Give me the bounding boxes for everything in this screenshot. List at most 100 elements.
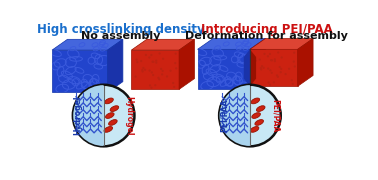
Circle shape: [269, 69, 271, 71]
Circle shape: [144, 69, 146, 71]
Circle shape: [263, 53, 266, 55]
Ellipse shape: [255, 120, 263, 125]
Circle shape: [155, 62, 158, 64]
Circle shape: [151, 60, 154, 63]
Circle shape: [141, 69, 143, 71]
Circle shape: [253, 73, 255, 75]
Circle shape: [169, 69, 172, 72]
Circle shape: [141, 70, 144, 73]
Circle shape: [162, 58, 164, 60]
Circle shape: [150, 87, 153, 89]
Circle shape: [175, 67, 177, 69]
Ellipse shape: [108, 120, 117, 125]
Circle shape: [158, 52, 161, 55]
Polygon shape: [298, 39, 313, 86]
Circle shape: [190, 74, 192, 76]
Polygon shape: [198, 39, 265, 49]
Text: High crosslinking density: High crosslinking density: [37, 23, 204, 36]
Polygon shape: [52, 39, 123, 50]
Polygon shape: [250, 49, 298, 86]
Circle shape: [152, 61, 155, 63]
Wedge shape: [220, 85, 250, 146]
Ellipse shape: [105, 98, 113, 104]
Circle shape: [136, 61, 138, 63]
Wedge shape: [73, 85, 104, 146]
Polygon shape: [179, 39, 195, 89]
Polygon shape: [107, 39, 123, 93]
Circle shape: [271, 72, 273, 74]
Circle shape: [303, 77, 305, 79]
Circle shape: [271, 59, 273, 62]
Circle shape: [280, 68, 282, 70]
Ellipse shape: [110, 106, 119, 111]
Circle shape: [189, 58, 191, 59]
Circle shape: [261, 65, 263, 67]
Circle shape: [255, 60, 257, 62]
Ellipse shape: [251, 98, 260, 104]
Polygon shape: [132, 50, 179, 89]
Circle shape: [302, 77, 304, 79]
Text: Deformation for assembly: Deformation for assembly: [186, 31, 348, 41]
Circle shape: [219, 85, 281, 146]
Circle shape: [293, 51, 295, 54]
Circle shape: [304, 48, 306, 50]
Circle shape: [73, 85, 135, 146]
Circle shape: [260, 68, 262, 71]
Circle shape: [149, 69, 151, 72]
Circle shape: [191, 66, 193, 67]
Circle shape: [157, 77, 160, 79]
Circle shape: [151, 71, 153, 74]
Circle shape: [185, 49, 187, 51]
Circle shape: [291, 79, 293, 81]
Circle shape: [148, 56, 150, 59]
Circle shape: [293, 60, 295, 63]
Circle shape: [288, 68, 290, 70]
Ellipse shape: [104, 127, 113, 132]
Circle shape: [310, 63, 311, 65]
Circle shape: [294, 65, 296, 68]
Text: No assembly: No assembly: [81, 31, 160, 41]
Circle shape: [183, 80, 185, 82]
Circle shape: [280, 71, 282, 73]
Circle shape: [267, 81, 270, 84]
Circle shape: [189, 57, 191, 59]
Circle shape: [184, 80, 186, 82]
Circle shape: [152, 74, 154, 76]
Ellipse shape: [256, 106, 265, 111]
Circle shape: [307, 55, 309, 57]
Circle shape: [150, 54, 153, 56]
Circle shape: [184, 72, 186, 74]
Ellipse shape: [252, 113, 260, 118]
Circle shape: [155, 60, 157, 62]
Circle shape: [307, 64, 308, 66]
Circle shape: [269, 53, 271, 55]
Polygon shape: [244, 49, 250, 86]
Text: Hydrogel: Hydrogel: [74, 96, 83, 135]
Circle shape: [140, 60, 143, 62]
Circle shape: [158, 78, 160, 80]
Circle shape: [280, 56, 283, 59]
Circle shape: [270, 59, 272, 61]
Circle shape: [161, 70, 164, 72]
Circle shape: [166, 75, 168, 78]
Circle shape: [309, 71, 311, 73]
Circle shape: [274, 58, 276, 60]
Circle shape: [276, 74, 278, 76]
Circle shape: [160, 68, 162, 70]
Circle shape: [145, 54, 147, 56]
Polygon shape: [52, 50, 107, 93]
Circle shape: [277, 51, 279, 54]
Circle shape: [262, 67, 265, 69]
Circle shape: [273, 81, 275, 84]
Circle shape: [310, 48, 312, 50]
Polygon shape: [250, 39, 313, 49]
Ellipse shape: [250, 127, 259, 132]
Polygon shape: [198, 49, 250, 89]
Circle shape: [175, 53, 177, 55]
Polygon shape: [132, 39, 195, 50]
Text: Hydrogel: Hydrogel: [124, 96, 133, 135]
Circle shape: [135, 75, 137, 78]
Polygon shape: [250, 49, 256, 86]
Circle shape: [302, 70, 304, 72]
Circle shape: [301, 56, 303, 57]
